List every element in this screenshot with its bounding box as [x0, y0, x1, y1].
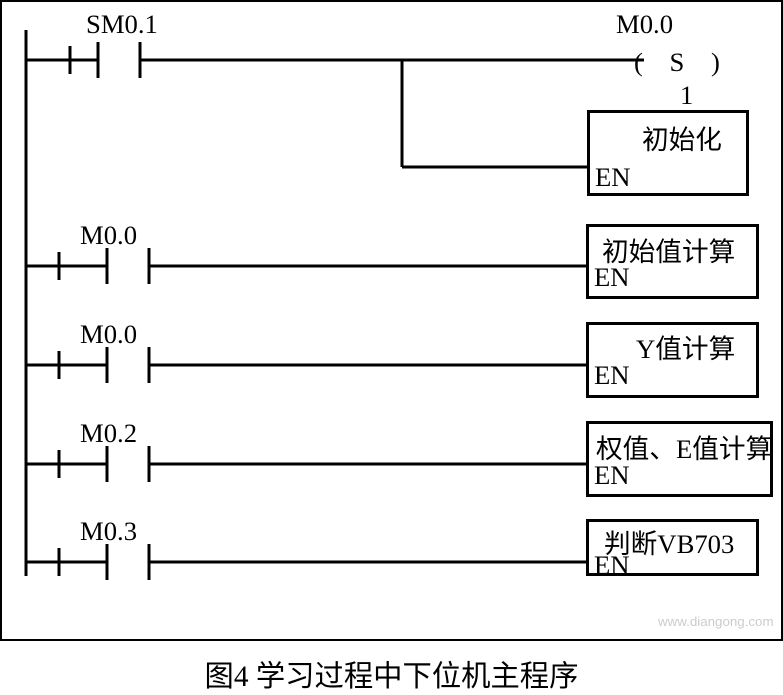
- ladder-diagram: SM0.1( S )M0.01初始化ENM0.0初始值计算ENM0.0Y值计算E…: [0, 0, 783, 641]
- contact-label-0: SM0.1: [86, 9, 158, 40]
- fn-en-4: EN: [594, 550, 630, 581]
- fn-title-0: 初始化: [642, 118, 722, 157]
- contact-label-2: M0.0: [80, 319, 137, 350]
- contact-label-1: M0.0: [80, 220, 137, 251]
- contact-label-3: M0.2: [80, 418, 137, 449]
- fn-en-2: EN: [594, 360, 630, 391]
- coil-count-0: 1: [680, 80, 693, 111]
- fn-en-1: EN: [594, 262, 630, 293]
- figure-caption: 图4 学习过程中下位机主程序: [0, 653, 783, 695]
- fn-title-2: Y值计算: [636, 327, 735, 366]
- fn-en-0: EN: [595, 162, 631, 193]
- watermark: www.diangong.com: [658, 614, 774, 629]
- fn-en-3: EN: [594, 460, 630, 491]
- contact-label-4: M0.3: [80, 516, 137, 547]
- coil-0: ( S ): [634, 40, 720, 79]
- coil-label-0: M0.0: [616, 9, 673, 40]
